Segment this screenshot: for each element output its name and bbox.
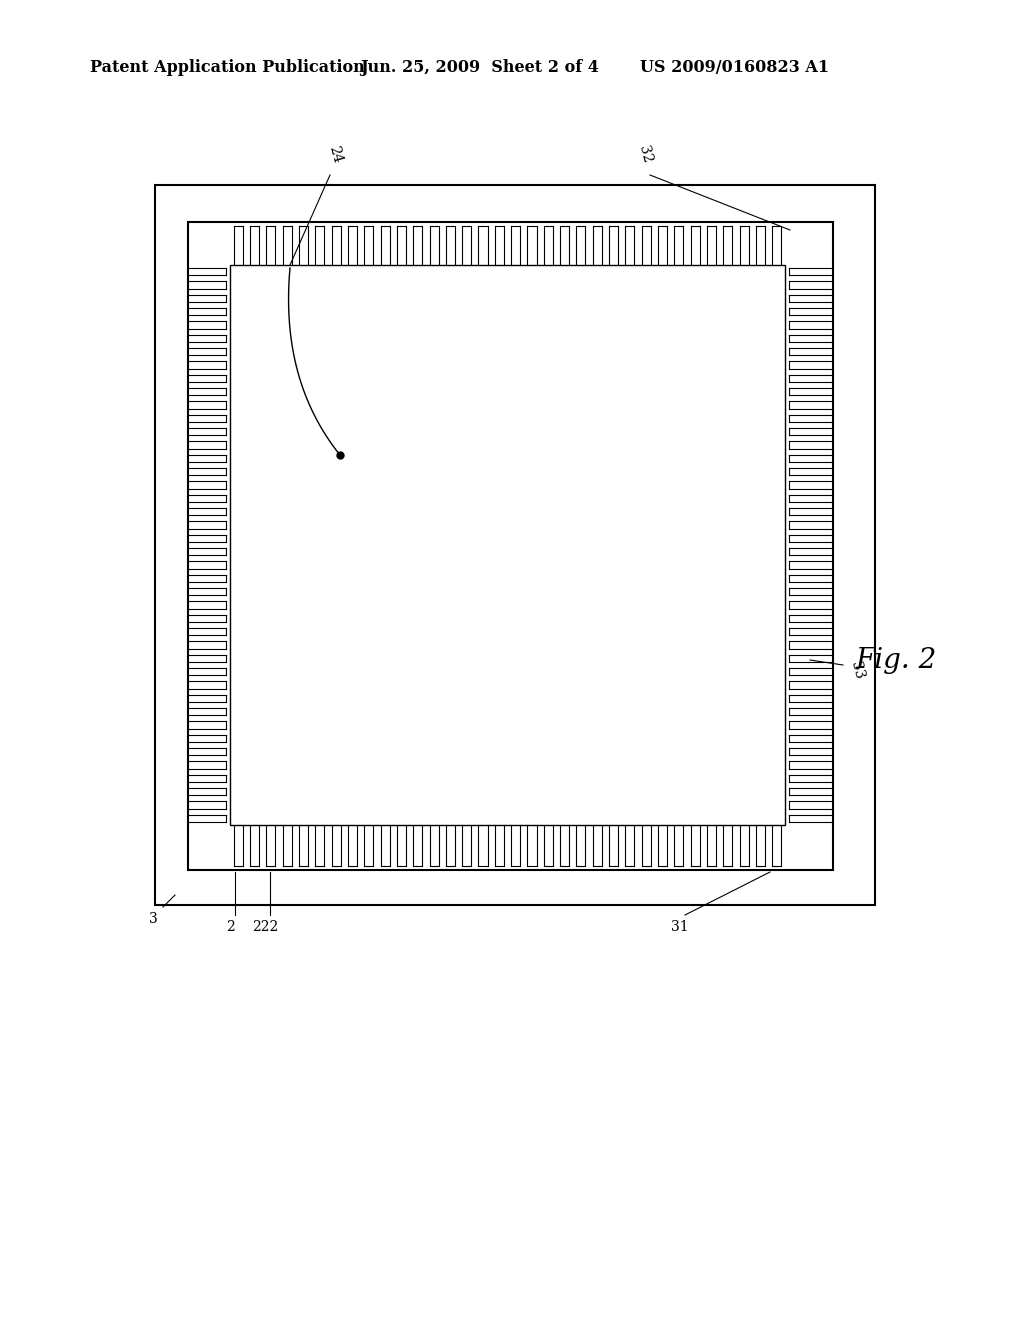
Text: Jun. 25, 2009  Sheet 2 of 4: Jun. 25, 2009 Sheet 2 of 4 — [360, 59, 599, 77]
Text: 2: 2 — [225, 920, 234, 935]
Text: 222: 222 — [252, 920, 279, 935]
Text: 3: 3 — [150, 912, 158, 927]
Text: 24: 24 — [326, 144, 344, 165]
Bar — [230, 265, 785, 825]
Text: 33: 33 — [848, 660, 866, 680]
Text: Fig. 2: Fig. 2 — [855, 647, 936, 673]
Bar — [155, 185, 874, 906]
Text: Patent Application Publication: Patent Application Publication — [90, 59, 365, 77]
Text: US 2009/0160823 A1: US 2009/0160823 A1 — [640, 59, 829, 77]
Text: 31: 31 — [671, 920, 689, 935]
Bar — [188, 222, 833, 870]
Text: 32: 32 — [636, 144, 654, 165]
